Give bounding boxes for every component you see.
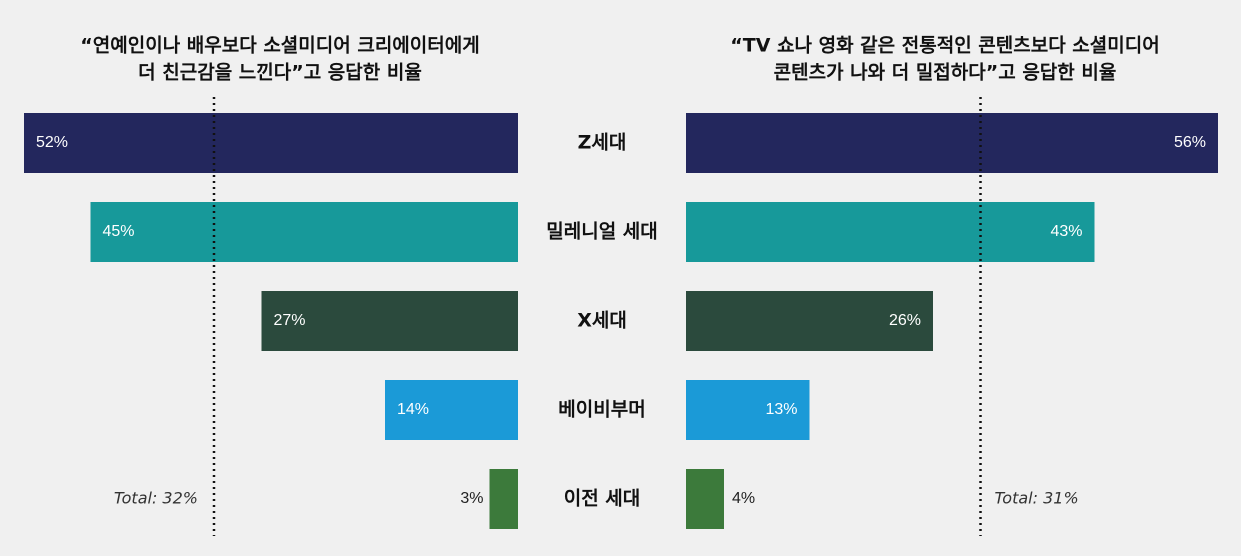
category-label: Z세대: [578, 132, 627, 154]
value-label: 4%: [732, 490, 755, 507]
category-label: 밀레니얼 세대: [546, 221, 658, 243]
value-label: 3%: [460, 490, 483, 507]
value-label: 26%: [889, 312, 921, 329]
bar: [686, 291, 933, 351]
category-label: 베이비부머: [558, 399, 645, 421]
chart-title: “TV 쇼나 영화 같은 전통적인 콘텐츠보다 소셜미디어: [730, 35, 1159, 57]
value-label: 13%: [765, 401, 797, 418]
value-label: 27%: [274, 312, 306, 329]
bar: [385, 380, 518, 440]
bar: [686, 380, 810, 440]
bar: [90, 202, 518, 262]
value-label: 52%: [36, 134, 68, 151]
bar: [686, 113, 1218, 173]
chart-title: 더 친근감을 느낀다”고 응답한 비율: [138, 62, 422, 84]
value-label: 14%: [397, 401, 429, 418]
category-label: X세대: [577, 310, 627, 332]
chart-title: “연예인이나 배우보다 소셜미디어 크리에이터에게: [80, 35, 479, 57]
bar: [686, 469, 724, 529]
total-label: Total: 32%: [114, 489, 198, 508]
bar: [24, 113, 518, 173]
value-label: 56%: [1174, 134, 1206, 151]
value-label: 43%: [1050, 223, 1082, 240]
total-label: Total: 31%: [995, 489, 1079, 508]
chart-title: 콘텐츠가 나와 더 밀접하다”고 응답한 비율: [774, 62, 1117, 84]
value-label: 45%: [103, 223, 135, 240]
bar: [686, 202, 1095, 262]
bar: [261, 291, 518, 351]
bar: [489, 469, 518, 529]
category-label: 이전 세대: [564, 488, 641, 510]
